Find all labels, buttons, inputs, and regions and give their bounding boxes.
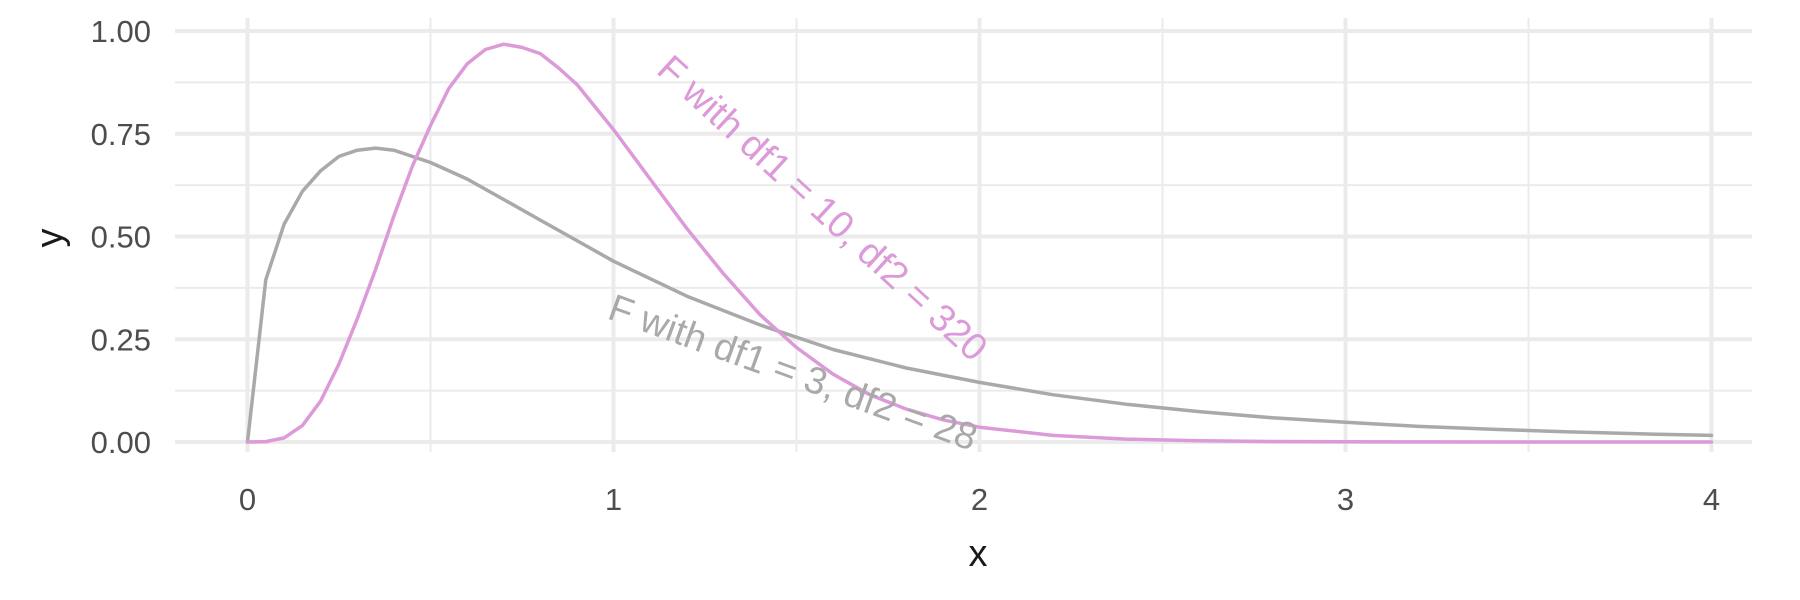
series-line-0: [245, 146, 1714, 444]
y-tick-label-0: 0.00: [91, 425, 151, 460]
y-tick-label-3: 0.75: [91, 117, 151, 152]
x-tick-label-1: 1: [605, 482, 622, 517]
x-tick-label-0: 0: [239, 482, 256, 517]
y-tick-label-2: 0.50: [91, 220, 151, 255]
y-tick-label-4: 1.00: [91, 14, 151, 49]
y-tick-label-1: 0.25: [91, 322, 151, 357]
series-line-1: [245, 42, 1714, 444]
grid: [175, 18, 1752, 452]
x-axis-title: x: [969, 533, 988, 575]
x-tick-label-2: 2: [971, 482, 988, 517]
tick-labels: 0 1 2 3 4 0.00 0.25 0.50 0.75 1.00: [91, 14, 1720, 517]
curves: [245, 42, 1714, 444]
y-axis-title: y: [29, 229, 71, 248]
x-tick-label-3: 3: [1337, 482, 1354, 517]
x-tick-label-4: 4: [1703, 482, 1720, 517]
